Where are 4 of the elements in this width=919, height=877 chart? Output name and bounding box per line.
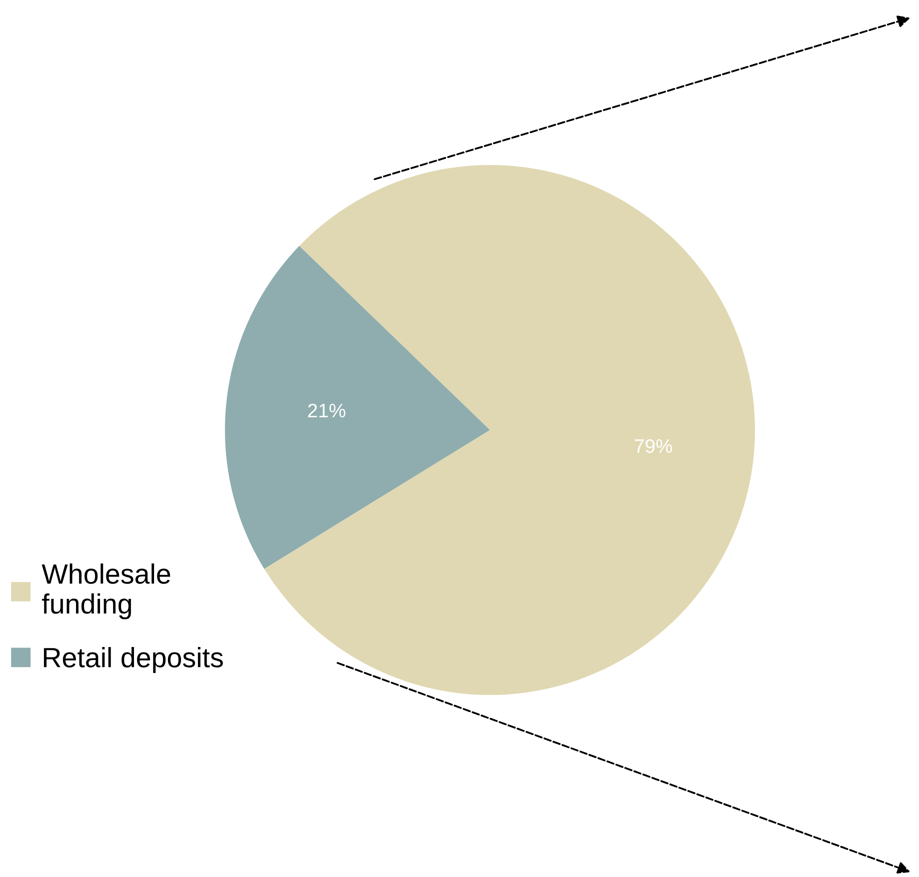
legend-label: Wholesale funding bbox=[42, 563, 170, 620]
data-label: 79% bbox=[634, 439, 672, 453]
data-label: 21% bbox=[308, 404, 346, 418]
legend-label: Retail deposits bbox=[44, 647, 223, 673]
